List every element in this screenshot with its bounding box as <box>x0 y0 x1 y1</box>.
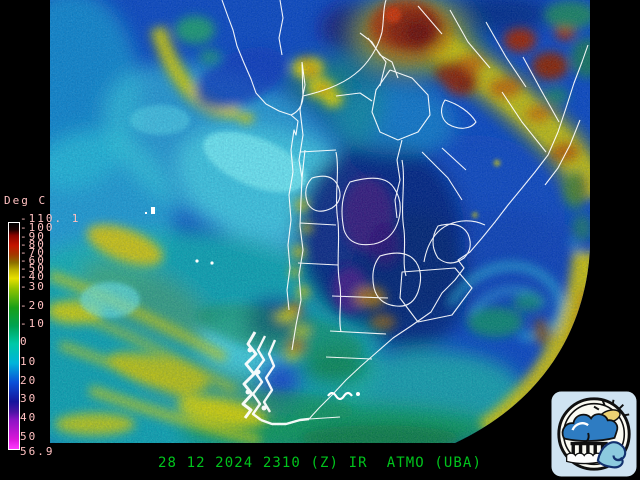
scale-tick-label: -80 <box>20 238 46 251</box>
atlantic-coastline <box>308 44 589 420</box>
scale-tick-label: 0 <box>20 335 29 348</box>
logo-art <box>561 399 630 469</box>
chile-argentina-border <box>278 0 306 351</box>
scale-tick-label: 20 <box>20 374 38 387</box>
patagonia-coastline <box>241 331 310 426</box>
scale-tick-label: -90 <box>20 230 46 243</box>
lagoa-dos-patos <box>544 119 581 186</box>
scale-tick-label: -60 <box>20 254 46 267</box>
noise-dark <box>50 0 590 443</box>
scale-tick-label: 10 <box>20 355 38 368</box>
pacific-coastline <box>221 0 299 311</box>
scale-tick-label: -50 <box>20 262 46 275</box>
province-borders <box>297 37 473 360</box>
wave-foam <box>566 452 603 465</box>
scale-tick-label: 30 <box>20 392 38 405</box>
wave-icon <box>596 441 627 469</box>
bolivia-border <box>302 0 387 97</box>
scale-tick-label: 40 <box>20 411 38 424</box>
brazil-state-borders <box>417 5 560 153</box>
atmo-uba-logo <box>551 391 637 477</box>
uruguay-border <box>423 220 486 263</box>
cloud-specks <box>145 207 360 401</box>
scale-tick-label: -10 <box>20 317 46 330</box>
scale-tick-label: -70 <box>20 246 46 259</box>
scale-tick-label: -20 <box>20 299 46 312</box>
satellite-image <box>50 0 590 443</box>
caption-text: 28 12 2024 2310 (Z) IR ATMO (UBA) <box>158 455 482 471</box>
map-borders <box>221 0 589 420</box>
rain-icon <box>570 441 608 455</box>
scale-title: Deg C <box>4 194 48 207</box>
colorbar <box>8 222 20 450</box>
parana-river-border <box>394 139 403 219</box>
cloud-highlight <box>571 422 589 431</box>
paraguay-border <box>359 32 431 141</box>
misiones-border <box>441 99 477 129</box>
scale-tick-label: 50 <box>20 430 38 443</box>
scale-tick-label: -30 <box>20 280 46 293</box>
scale-tick-label: -40 <box>20 270 46 283</box>
cloud-icon <box>561 413 619 442</box>
